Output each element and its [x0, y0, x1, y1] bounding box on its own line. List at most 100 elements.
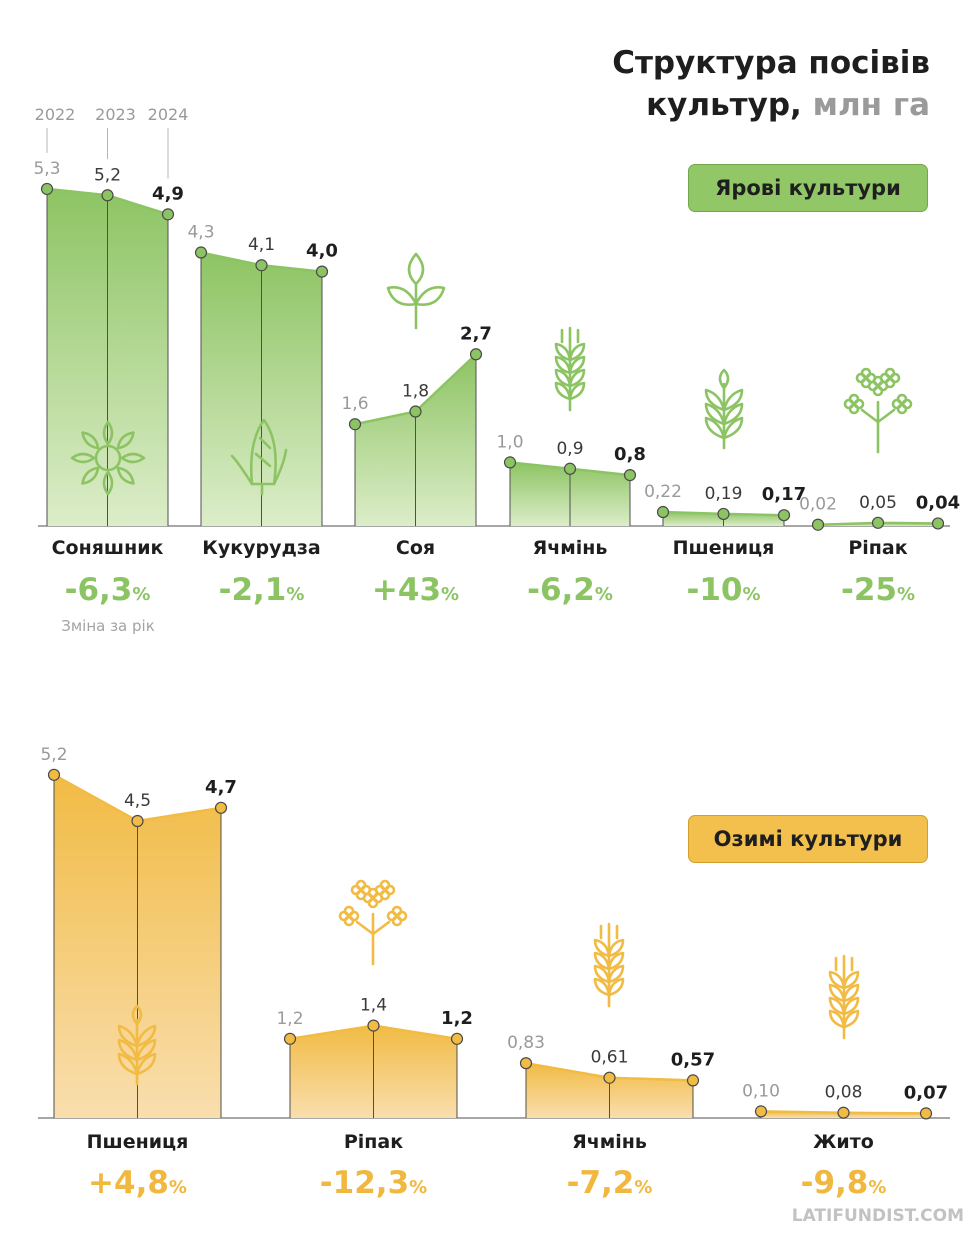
crop-name-spring-3: Ячмінь — [532, 537, 608, 559]
sunflower-icon — [70, 420, 146, 496]
crop-name-spring-5: Ріпак — [848, 537, 908, 559]
wheat-icon-part — [722, 416, 744, 440]
crop-change-percent-spring-1: % — [286, 584, 305, 605]
data-point-winter-3-2 — [919, 1107, 933, 1120]
crop-change-value-spring-2: +43 — [371, 572, 442, 608]
change-note: Зміна за рік — [61, 617, 155, 635]
wheat-icon-part — [704, 388, 726, 412]
data-label-winter-3-2: 0,07 — [904, 1082, 948, 1103]
data-label-winter-0-1: 4,5 — [124, 791, 151, 811]
sunflower-icon-part — [116, 466, 135, 485]
data-point-spring-5-1 — [871, 516, 885, 529]
rapeseed-icon-part — [355, 920, 391, 936]
sunflower-icon-part — [81, 431, 100, 450]
wheat-icon-part — [704, 402, 726, 426]
barley-icon-part — [554, 368, 572, 388]
barley-icon-part — [599, 924, 619, 940]
rapeseed-icon-part — [860, 408, 896, 424]
crop-change-value-spring-4: -10 — [686, 572, 743, 608]
data-point-spring-0-1 — [101, 189, 114, 202]
rapeseed-icon-part — [884, 367, 896, 379]
data-label-winter-1-2: 1,2 — [441, 1008, 473, 1029]
data-label-winter-3-1: 0,08 — [825, 1083, 863, 1103]
corn-icon-part — [230, 454, 254, 486]
sunflower-icon-part — [81, 466, 100, 485]
sunflower-icon-part — [102, 420, 114, 446]
rye-icon — [828, 954, 860, 1040]
chart-title-line2-text: культур, — [646, 87, 802, 123]
crop-change-percent-spring-4: % — [742, 584, 761, 605]
sunflower-icon-part — [70, 452, 96, 464]
wheat-icon-part — [704, 416, 726, 440]
rapeseed-icon — [338, 879, 408, 966]
soy-icon — [386, 252, 446, 330]
crop-change-winter-1: -12,3% — [289, 1165, 459, 1201]
crop-change-value-spring-5: -25 — [840, 572, 897, 608]
rapeseed-icon-part — [379, 879, 391, 891]
crop-name-winter-1: Ріпак — [343, 1131, 404, 1153]
data-point-spring-1-2 — [315, 265, 329, 278]
data-label-spring-0-2: 4,9 — [152, 183, 184, 204]
data-label-spring-2-0: 1,6 — [341, 394, 368, 414]
rye-icon-part — [828, 1009, 846, 1029]
barley-icon-part — [593, 977, 611, 997]
barley-icon-part — [568, 342, 586, 362]
data-label-spring-0-1: 5,2 — [94, 165, 121, 185]
data-point-spring-4-2 — [777, 509, 791, 522]
data-point-winter-2-0 — [519, 1057, 533, 1070]
crop-change-winter-3: -9,8% — [759, 1165, 929, 1201]
rye-icon-part — [828, 970, 846, 990]
chart-unit: млн га — [812, 87, 930, 123]
data-label-winter-0-0: 5,2 — [40, 745, 67, 765]
chart-title-line1: Структура посівів — [612, 45, 930, 81]
crop-change-value-winter-3: -9,8 — [800, 1165, 869, 1201]
soy-icon-part — [407, 252, 425, 286]
barley-icon — [593, 922, 625, 1008]
crop-name-spring-0: Соняшник — [51, 537, 164, 559]
year-label-2024: 2024 — [148, 105, 189, 124]
sunflower-icon-part — [94, 444, 122, 472]
corn-icon-part — [249, 418, 277, 486]
data-point-spring-3-1 — [563, 462, 577, 475]
data-label-spring-1-2: 4,0 — [306, 241, 338, 262]
data-point-winter-0-1 — [131, 814, 144, 828]
corn-icon-part — [254, 436, 272, 468]
crop-change-value-spring-1: -2,1 — [218, 572, 287, 608]
data-point-spring-4-1 — [717, 507, 730, 521]
rapeseed-icon-part — [896, 393, 908, 405]
crop-change-percent-winter-3: % — [868, 1177, 887, 1198]
rapeseed-icon-part — [848, 393, 860, 405]
data-label-spring-1-0: 4,3 — [187, 223, 214, 243]
data-label-spring-3-2: 0,8 — [614, 444, 646, 465]
barley-icon-part — [568, 368, 586, 388]
data-point-spring-2-1 — [409, 405, 422, 418]
crop-change-winter-2: -7,2% — [525, 1165, 695, 1201]
data-point-spring-3-2 — [623, 469, 637, 482]
crop-change-percent-winter-1: % — [409, 1177, 428, 1198]
barley-icon-part — [593, 951, 611, 971]
wheat-icon-part — [135, 1038, 157, 1062]
chart-title-line2: культур, млн га — [612, 84, 930, 126]
crop-name-spring-4: Пшениця — [672, 537, 775, 559]
crop-change-value-winter-2: -7,2 — [566, 1165, 635, 1201]
data-label-winter-0-2: 4,7 — [205, 777, 237, 798]
data-label-spring-5-1: 0,05 — [859, 493, 897, 513]
barley-icon-part — [554, 355, 572, 375]
rye-icon-part — [842, 970, 860, 990]
rapeseed-icon-part — [860, 367, 872, 379]
data-label-spring-3-0: 1,0 — [496, 432, 523, 452]
year-label-2022: 2022 — [35, 105, 76, 124]
data-label-spring-5-2: 0,04 — [916, 492, 960, 513]
barley-icon-part — [607, 964, 625, 984]
data-point-winter-2-2 — [686, 1074, 700, 1087]
rye-icon-part — [828, 996, 846, 1016]
barley-icon-part — [554, 381, 572, 401]
crop-change-spring-4: -10% — [639, 572, 809, 608]
data-point-spring-5-0 — [811, 518, 825, 531]
data-point-winter-1-1 — [367, 1019, 380, 1032]
data-point-spring-4-0 — [656, 505, 670, 519]
crop-change-value-winter-1: -12,3 — [319, 1165, 410, 1201]
rapeseed-icon-part — [391, 905, 403, 917]
data-label-spring-4-0: 0,22 — [644, 482, 682, 502]
data-label-spring-2-2: 2,7 — [460, 323, 492, 344]
